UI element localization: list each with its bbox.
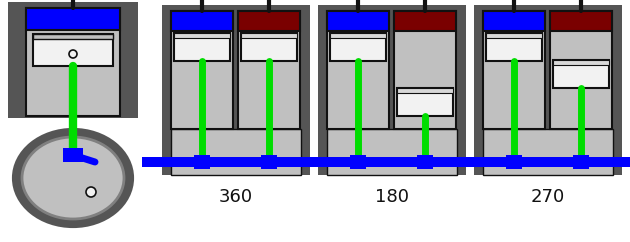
Bar xyxy=(397,88,453,116)
Bar xyxy=(33,34,113,39)
Bar xyxy=(486,33,542,38)
Bar xyxy=(483,129,613,175)
Bar xyxy=(454,157,630,167)
Bar xyxy=(8,2,138,118)
Bar xyxy=(550,11,612,31)
Bar xyxy=(171,129,301,175)
Bar xyxy=(63,148,83,162)
Bar xyxy=(573,155,589,169)
Bar xyxy=(483,11,545,129)
Bar xyxy=(474,5,622,175)
Bar xyxy=(142,157,330,167)
Bar xyxy=(298,157,486,167)
Bar xyxy=(397,88,453,93)
Bar xyxy=(506,155,522,169)
Bar xyxy=(174,33,230,38)
Bar xyxy=(327,11,389,31)
Bar xyxy=(550,11,612,129)
Bar xyxy=(553,60,609,65)
Bar xyxy=(318,5,466,175)
Ellipse shape xyxy=(22,137,124,219)
Bar xyxy=(162,5,310,175)
Bar xyxy=(26,8,120,116)
Bar xyxy=(174,33,230,61)
Bar xyxy=(171,11,233,129)
Text: 180: 180 xyxy=(375,188,409,206)
Bar xyxy=(483,11,545,31)
Circle shape xyxy=(69,50,77,58)
Bar xyxy=(330,33,386,61)
Bar xyxy=(394,11,456,31)
Bar xyxy=(26,8,120,30)
Circle shape xyxy=(86,187,96,197)
Bar xyxy=(33,34,113,66)
Bar xyxy=(238,11,300,31)
Bar xyxy=(238,11,300,129)
Bar xyxy=(486,33,542,61)
Bar xyxy=(330,33,386,38)
Bar xyxy=(327,129,457,175)
Bar xyxy=(327,11,389,129)
Bar xyxy=(350,155,366,169)
Bar xyxy=(171,11,233,31)
Bar xyxy=(417,155,433,169)
Ellipse shape xyxy=(14,130,132,226)
Text: 270: 270 xyxy=(531,188,565,206)
Bar xyxy=(553,60,609,88)
Bar xyxy=(241,33,297,38)
Bar xyxy=(394,11,456,129)
Bar xyxy=(261,155,277,169)
Bar xyxy=(194,155,210,169)
Text: 360: 360 xyxy=(219,188,253,206)
Bar xyxy=(241,33,297,61)
